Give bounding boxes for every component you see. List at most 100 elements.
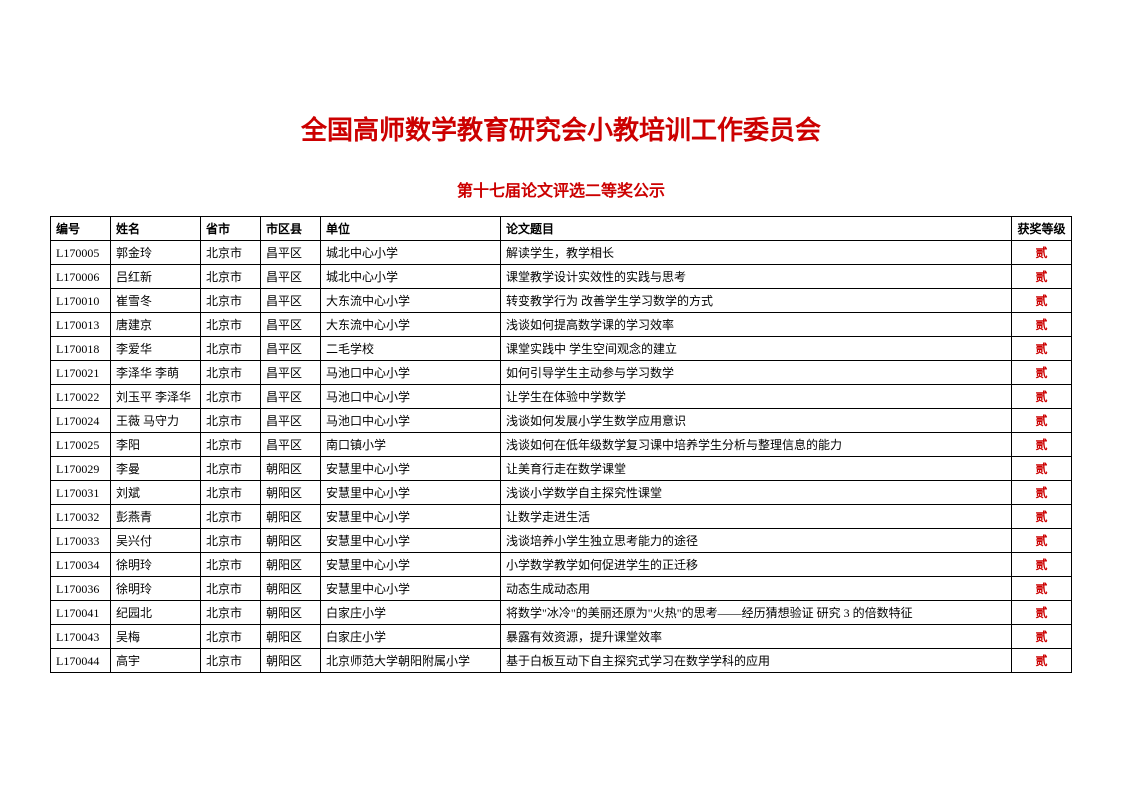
table-cell: 马池口中心小学 bbox=[321, 361, 501, 385]
table-header-row: 编号姓名省市市区县单位论文题目获奖等级 bbox=[51, 217, 1072, 241]
table-header-cell: 论文题目 bbox=[501, 217, 1012, 241]
table-cell: L170024 bbox=[51, 409, 111, 433]
table-cell: 贰 bbox=[1012, 241, 1072, 265]
table-cell: 朝阳区 bbox=[261, 649, 321, 673]
table-cell: 昌平区 bbox=[261, 313, 321, 337]
table-cell: 贰 bbox=[1012, 433, 1072, 457]
table-cell: L170013 bbox=[51, 313, 111, 337]
table-header-cell: 姓名 bbox=[111, 217, 201, 241]
table-cell: 贰 bbox=[1012, 577, 1072, 601]
table-cell: 城北中心小学 bbox=[321, 241, 501, 265]
table-cell: 安慧里中心小学 bbox=[321, 505, 501, 529]
table-cell: 北京市 bbox=[201, 433, 261, 457]
table-cell: 动态生成动态用 bbox=[501, 577, 1012, 601]
table-row: L170021李泽华 李萌北京市昌平区马池口中心小学如何引导学生主动参与学习数学… bbox=[51, 361, 1072, 385]
table-row: L170006吕红新北京市昌平区城北中心小学课堂教学设计实效性的实践与思考贰 bbox=[51, 265, 1072, 289]
table-row: L170005郭金玲北京市昌平区城北中心小学解读学生，教学相长贰 bbox=[51, 241, 1072, 265]
table-cell: 浅谈如何在低年级数学复习课中培养学生分析与整理信息的能力 bbox=[501, 433, 1012, 457]
table-cell: 基于白板互动下自主探究式学习在数学学科的应用 bbox=[501, 649, 1012, 673]
table-cell: 贰 bbox=[1012, 289, 1072, 313]
table-cell: 安慧里中心小学 bbox=[321, 481, 501, 505]
table-cell: 贰 bbox=[1012, 265, 1072, 289]
table-cell: 昌平区 bbox=[261, 265, 321, 289]
table-cell: 昌平区 bbox=[261, 433, 321, 457]
table-cell: 浅谈如何提高数学课的学习效率 bbox=[501, 313, 1012, 337]
table-cell: 课堂教学设计实效性的实践与思考 bbox=[501, 265, 1012, 289]
table-cell: 贰 bbox=[1012, 553, 1072, 577]
table-cell: 安慧里中心小学 bbox=[321, 457, 501, 481]
table-cell: 昌平区 bbox=[261, 289, 321, 313]
table-cell: 王薇 马守力 bbox=[111, 409, 201, 433]
table-cell: L170043 bbox=[51, 625, 111, 649]
table-cell: 贰 bbox=[1012, 529, 1072, 553]
table-cell: 北京市 bbox=[201, 313, 261, 337]
table-cell: 贰 bbox=[1012, 649, 1072, 673]
table-cell: 课堂实践中 学生空间观念的建立 bbox=[501, 337, 1012, 361]
table-cell: 徐明玲 bbox=[111, 577, 201, 601]
table-cell: 朝阳区 bbox=[261, 601, 321, 625]
table-cell: 贰 bbox=[1012, 457, 1072, 481]
table-row: L170029李曼北京市朝阳区安慧里中心小学让美育行走在数学课堂贰 bbox=[51, 457, 1072, 481]
table-cell: L170025 bbox=[51, 433, 111, 457]
table-cell: 吴梅 bbox=[111, 625, 201, 649]
table-cell: 北京市 bbox=[201, 337, 261, 361]
table-cell: 北京市 bbox=[201, 601, 261, 625]
table-row: L170022刘玉平 李泽华北京市昌平区马池口中心小学让学生在体验中学数学贰 bbox=[51, 385, 1072, 409]
table-cell: L170031 bbox=[51, 481, 111, 505]
table-cell: L170034 bbox=[51, 553, 111, 577]
table-header-cell: 单位 bbox=[321, 217, 501, 241]
table-cell: 昌平区 bbox=[261, 241, 321, 265]
table-cell: 安慧里中心小学 bbox=[321, 577, 501, 601]
table-row: L170025李阳北京市昌平区南口镇小学浅谈如何在低年级数学复习课中培养学生分析… bbox=[51, 433, 1072, 457]
table-cell: 朝阳区 bbox=[261, 577, 321, 601]
table-cell: 昌平区 bbox=[261, 361, 321, 385]
table-cell: 彭燕青 bbox=[111, 505, 201, 529]
table-cell: 北京市 bbox=[201, 409, 261, 433]
table-cell: 郭金玲 bbox=[111, 241, 201, 265]
table-row: L170018李爱华北京市昌平区二毛学校课堂实践中 学生空间观念的建立贰 bbox=[51, 337, 1072, 361]
table-cell: 让学生在体验中学数学 bbox=[501, 385, 1012, 409]
table-cell: 北京市 bbox=[201, 505, 261, 529]
table-cell: L170005 bbox=[51, 241, 111, 265]
table-cell: 贰 bbox=[1012, 361, 1072, 385]
table-cell: 北京市 bbox=[201, 241, 261, 265]
table-cell: 北京市 bbox=[201, 265, 261, 289]
table-row: L170013唐建京北京市昌平区大东流中心小学浅谈如何提高数学课的学习效率贰 bbox=[51, 313, 1072, 337]
table-cell: 北京市 bbox=[201, 529, 261, 553]
table-cell: 北京师范大学朝阳附属小学 bbox=[321, 649, 501, 673]
table-cell: 贰 bbox=[1012, 625, 1072, 649]
table-cell: 徐明玲 bbox=[111, 553, 201, 577]
table-cell: 北京市 bbox=[201, 625, 261, 649]
table-cell: L170033 bbox=[51, 529, 111, 553]
table-cell: 贰 bbox=[1012, 481, 1072, 505]
table-cell: 纪园北 bbox=[111, 601, 201, 625]
table-cell: 如何引导学生主动参与学习数学 bbox=[501, 361, 1012, 385]
table-cell: 贰 bbox=[1012, 409, 1072, 433]
table-cell: 北京市 bbox=[201, 457, 261, 481]
table-cell: 贰 bbox=[1012, 601, 1072, 625]
table-cell: 贰 bbox=[1012, 313, 1072, 337]
table-cell: 北京市 bbox=[201, 481, 261, 505]
table-cell: 白家庄小学 bbox=[321, 625, 501, 649]
table-cell: 马池口中心小学 bbox=[321, 409, 501, 433]
main-title: 全国高师数学教育研究会小教培训工作委员会 bbox=[50, 110, 1072, 147]
table-cell: 北京市 bbox=[201, 289, 261, 313]
table-cell: 李曼 bbox=[111, 457, 201, 481]
table-cell: 朝阳区 bbox=[261, 481, 321, 505]
table-header-cell: 省市 bbox=[201, 217, 261, 241]
table-row: L170036徐明玲北京市朝阳区安慧里中心小学动态生成动态用贰 bbox=[51, 577, 1072, 601]
table-body: L170005郭金玲北京市昌平区城北中心小学解读学生，教学相长贰L170006吕… bbox=[51, 241, 1072, 673]
table-cell: 唐建京 bbox=[111, 313, 201, 337]
table-cell: 朝阳区 bbox=[261, 457, 321, 481]
table-cell: 将数学"冰冷"的美丽还原为"火热"的思考——经历猜想验证 研究 3 的倍数特征 bbox=[501, 601, 1012, 625]
table-row: L170043吴梅北京市朝阳区白家庄小学暴露有效资源，提升课堂效率贰 bbox=[51, 625, 1072, 649]
table-cell: 昌平区 bbox=[261, 409, 321, 433]
table-cell: L170036 bbox=[51, 577, 111, 601]
table-cell: L170029 bbox=[51, 457, 111, 481]
table-cell: 马池口中心小学 bbox=[321, 385, 501, 409]
table-cell: 高宇 bbox=[111, 649, 201, 673]
table-cell: 朝阳区 bbox=[261, 553, 321, 577]
table-row: L170031刘斌北京市朝阳区安慧里中心小学浅谈小学数学自主探究性课堂贰 bbox=[51, 481, 1072, 505]
table-cell: 李阳 bbox=[111, 433, 201, 457]
table-row: L170034徐明玲北京市朝阳区安慧里中心小学小学数学教学如何促进学生的正迁移贰 bbox=[51, 553, 1072, 577]
